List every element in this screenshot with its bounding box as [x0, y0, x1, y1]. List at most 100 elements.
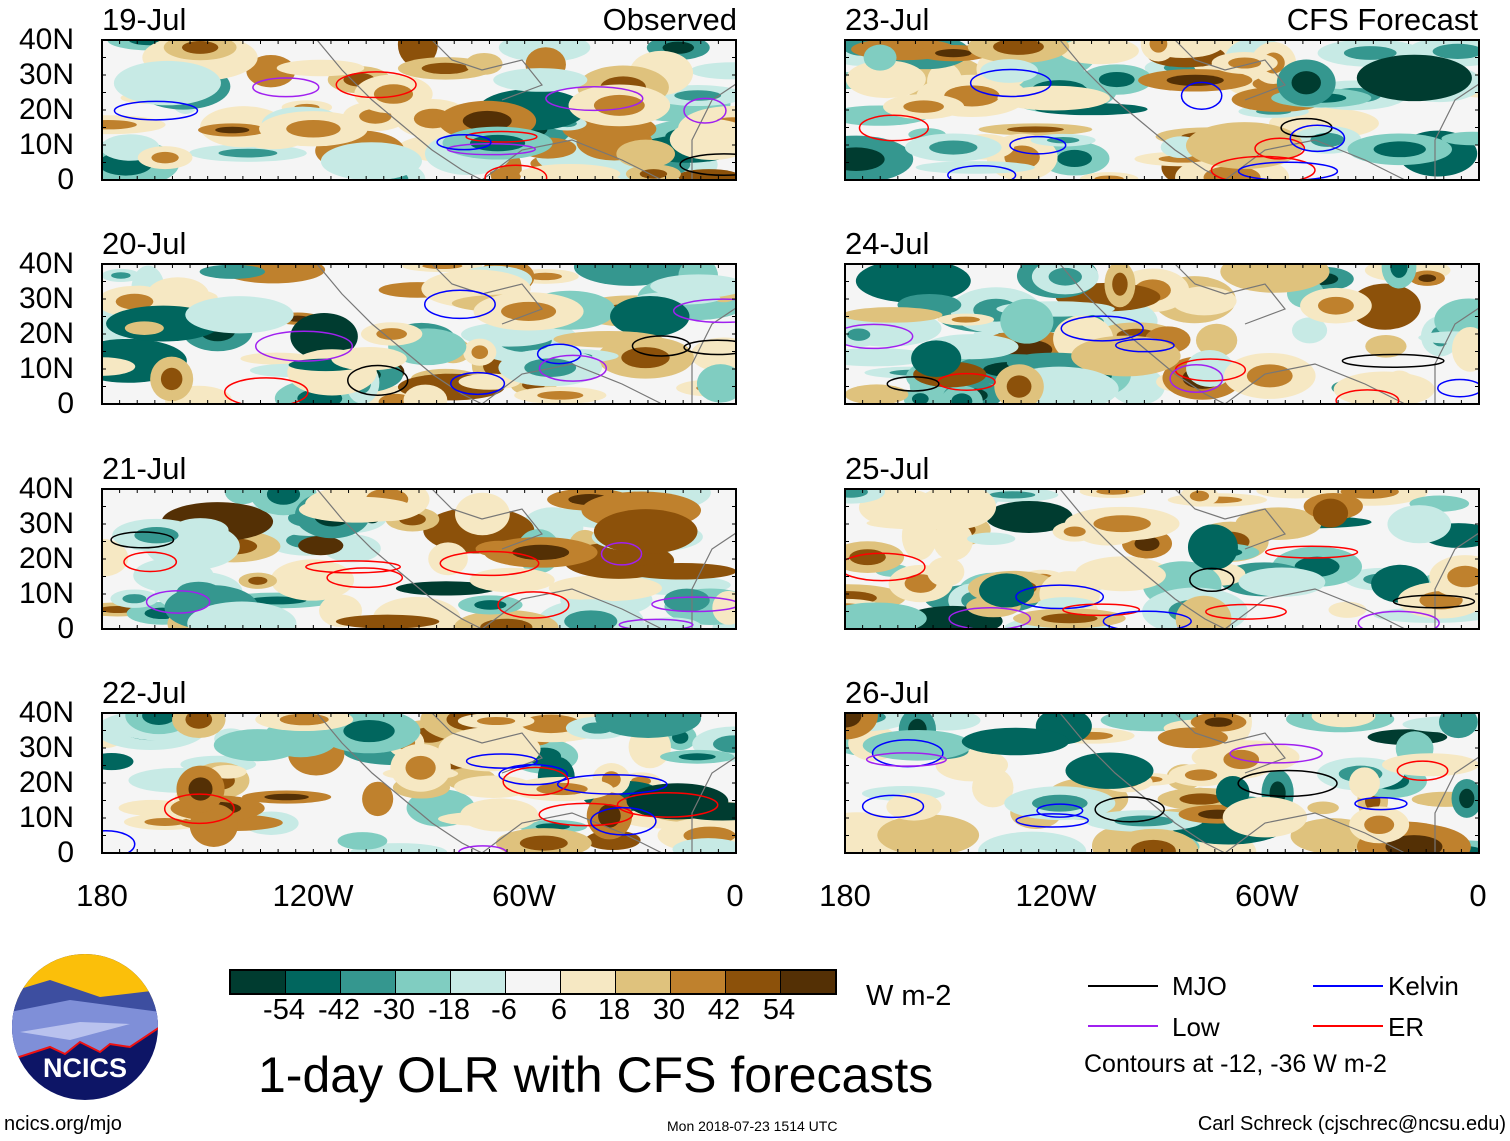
wave-contour	[947, 164, 1017, 180]
olr-anomaly-blob	[845, 60, 926, 99]
wave-contour	[1392, 594, 1476, 609]
olr-anomaly-blob	[1222, 796, 1308, 838]
olr-anomaly-core	[1291, 71, 1321, 95]
olr-anomaly-blob	[877, 814, 980, 853]
legend-er: ER	[1388, 1012, 1425, 1042]
olr-anomaly-blob	[335, 614, 440, 629]
wave-contour	[538, 354, 608, 382]
footer-url[interactable]: ncics.org/mjo	[4, 1113, 122, 1135]
olr-anomaly-core	[1246, 364, 1293, 388]
olr-anomaly-blob	[118, 799, 187, 817]
olr-anomaly-blob	[187, 601, 297, 629]
wave-contour	[536, 343, 582, 365]
wave-contour	[1102, 610, 1192, 629]
olr-anomaly-core	[1166, 74, 1224, 86]
olr-anomaly-core	[476, 716, 516, 726]
olr-anomaly-blob	[270, 559, 355, 601]
olr-anomaly-core	[160, 367, 183, 391]
olr-anomaly-core	[122, 594, 147, 604]
olr-anomaly-blob	[626, 562, 736, 580]
olr-anomaly-core	[343, 719, 395, 743]
colorbar-swatch	[671, 971, 726, 993]
wave-contour	[683, 339, 736, 356]
olr-anomaly-blob	[395, 581, 497, 596]
olr-anomaly-blob	[185, 296, 294, 334]
wave-contour	[651, 596, 736, 613]
lat-label: 30N	[18, 58, 74, 91]
olr-anomaly-core	[1189, 490, 1210, 502]
olr-anomaly-blob	[298, 536, 344, 556]
lon-label: 180	[76, 878, 128, 913]
olr-anomaly-blob	[967, 532, 1016, 545]
olr-anomaly-core	[264, 793, 309, 801]
wave-contour	[502, 766, 570, 797]
olr-anomaly-blob	[1171, 286, 1237, 316]
olr-anomaly-blob	[1059, 40, 1139, 65]
olr-anomaly-core	[376, 328, 407, 340]
olr-anomaly-blob	[1381, 370, 1418, 404]
olr-anomaly-core	[1385, 835, 1443, 853]
wave-contour	[1289, 124, 1346, 153]
olr-anomaly-core	[279, 713, 329, 726]
colorbar-label: 30	[652, 994, 686, 1026]
wave-contour	[1396, 760, 1449, 781]
olr-anomaly-blob	[460, 798, 539, 832]
coastline	[1059, 489, 1479, 629]
lat-label: 0	[57, 163, 74, 196]
olr-anomaly-core	[421, 62, 470, 75]
wave-contour	[590, 806, 657, 836]
olr-anomaly-blob	[102, 357, 136, 376]
olr-map-panel	[101, 488, 737, 630]
olr-anomaly-blob	[650, 274, 736, 298]
wave-contour	[254, 330, 354, 362]
coastline	[316, 40, 736, 180]
coastline	[316, 264, 736, 404]
olr-anomaly-core	[142, 713, 176, 725]
olr-anomaly-blob	[213, 729, 302, 762]
wave-contour	[1229, 743, 1323, 764]
olr-anomaly-core	[188, 777, 213, 801]
colorbar-swatch	[616, 971, 671, 993]
olr-anomaly-blob	[320, 142, 422, 180]
coastline	[316, 713, 736, 853]
wave-contour	[102, 830, 136, 853]
wave-contour	[600, 542, 643, 566]
olr-anomaly-core	[1063, 526, 1086, 537]
wave-contour	[1169, 364, 1224, 393]
ncics-logo: NCICS	[12, 954, 158, 1100]
olr-anomaly-blob	[102, 538, 129, 577]
olr-anomaly-core	[951, 393, 973, 404]
olr-anomaly-blob	[469, 567, 555, 593]
lon-label: 60W	[492, 878, 556, 913]
olr-anomaly-blob	[1349, 283, 1421, 330]
wave-contour	[465, 130, 538, 143]
olr-anomaly-blob	[1438, 713, 1478, 739]
olr-anomaly-core	[1112, 272, 1128, 296]
panel-date: 19-Jul	[102, 2, 187, 37]
olr-anomaly-core	[215, 126, 250, 134]
olr-anomaly-blob	[901, 512, 938, 561]
olr-anomaly-blob	[1235, 507, 1322, 540]
wave-contour	[1205, 603, 1287, 620]
wave-contour	[1189, 567, 1235, 593]
olr-anomaly-blob	[845, 602, 927, 629]
olr-anomaly-core	[1096, 489, 1130, 495]
lat-label: 10N	[18, 128, 74, 161]
wave-contour	[631, 335, 691, 357]
lon-label: 180	[819, 878, 871, 913]
olr-anomaly-blob	[1085, 560, 1166, 591]
lat-label: 10N	[18, 577, 74, 610]
wave-contour	[1062, 603, 1141, 617]
colorbar-label: -30	[373, 994, 415, 1026]
olr-anomaly-core	[1390, 264, 1408, 278]
svg-text:NCICS: NCICS	[43, 1053, 127, 1083]
olr-anomaly-core	[678, 753, 716, 761]
legend-kelvin-line	[1313, 985, 1383, 987]
olr-anomaly-blob	[616, 139, 675, 169]
wave-contour	[110, 531, 175, 549]
lon-label: 0	[1469, 878, 1487, 913]
wave-contour	[679, 153, 736, 176]
colorbar-swatch	[561, 971, 616, 993]
olr-map-panel	[844, 263, 1480, 405]
